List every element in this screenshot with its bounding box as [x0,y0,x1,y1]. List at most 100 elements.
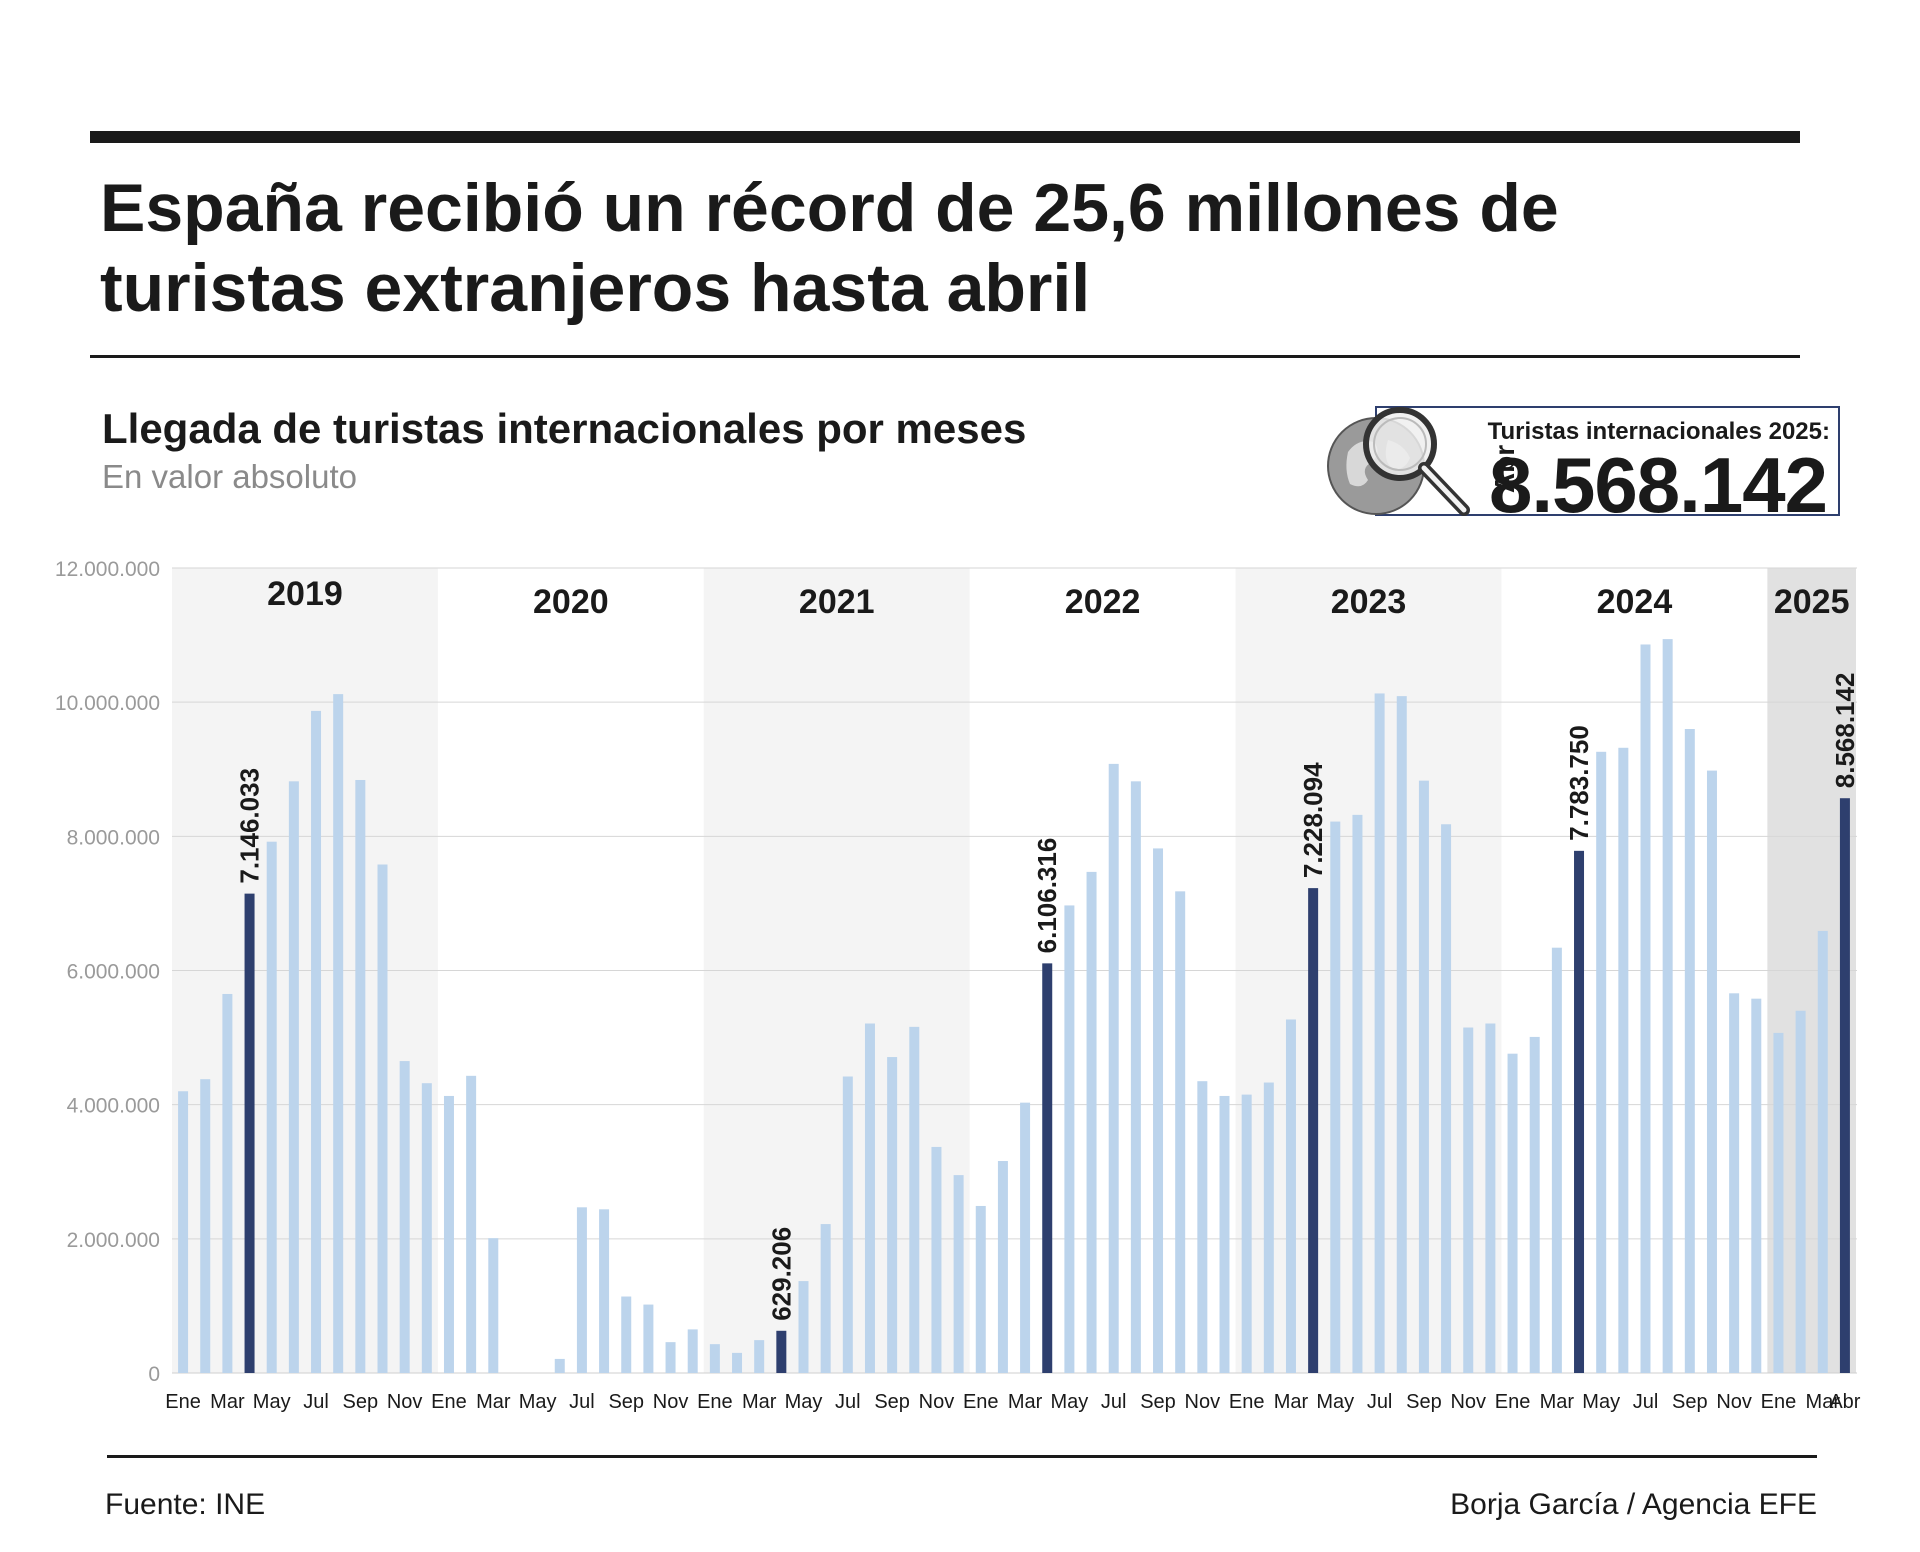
bar-highlight [776,1330,787,1373]
callout-value: 8.568.142 [1488,441,1828,529]
magnifier-globe-icon [1327,407,1470,516]
bar [466,1075,477,1373]
bar-value-label: 7.783.750 [1564,725,1594,841]
bar [953,1175,964,1373]
bar [1020,1102,1031,1373]
x-tick-label: May [785,1391,823,1413]
bar [1817,930,1828,1373]
x-tick-label: Sep [1672,1391,1708,1413]
x-tick-label: Jul [1101,1391,1127,1413]
x-tick-label: Abr [1829,1391,1860,1413]
x-tick-label: May [253,1391,291,1413]
x-tick-label: Ene [697,1391,733,1413]
bar [864,1023,875,1373]
bar [443,1095,454,1373]
bar [1086,871,1097,1373]
source-note: Fuente: INE [105,1488,266,1521]
bar-value-label: 7.228.094 [1298,762,1328,878]
bar [377,864,388,1373]
bar [732,1352,743,1373]
bar [1751,998,1762,1373]
bar [1219,1095,1230,1373]
y-tick-label: 6.000.000 [67,961,160,984]
bar [1618,747,1629,1373]
x-tick-label: Mar [1806,1391,1841,1413]
bar [754,1340,765,1373]
x-tick-label: Nov [1450,1391,1486,1413]
y-tick-label: 4.000.000 [67,1095,160,1118]
x-tick-label: Mar [1274,1391,1309,1413]
bar [1285,1019,1296,1373]
bar [1241,1094,1252,1373]
bar [842,1076,853,1373]
bar [1485,1023,1496,1373]
bar [421,1083,432,1373]
bar [1175,891,1186,1373]
bottom-rule [107,1455,1817,1458]
year-label-2020: 2020 [533,583,609,621]
bar [1684,729,1695,1373]
x-tick-label: Ene [1495,1391,1531,1413]
y-tick-label: 2.000.000 [67,1229,160,1252]
bar [178,1091,189,1373]
bar [975,1205,986,1373]
bar [355,779,366,1373]
x-tick-label: Jul [835,1391,861,1413]
bar [222,993,233,1373]
x-tick-label: Mar [742,1391,777,1413]
x-tick-label: May [1316,1391,1354,1413]
bar [200,1079,211,1373]
bar-value-label: 6.106.316 [1032,838,1062,954]
x-tick-label: Nov [1185,1391,1221,1413]
page-title: España recibió un récord de 25,6 millone… [100,170,1559,326]
bar [599,1209,610,1373]
bar-highlight [244,893,255,1373]
bar [1463,1027,1474,1373]
bar [1374,693,1385,1373]
bar-value-label: 7.146.033 [235,768,265,884]
x-tick-label: Ene [431,1391,467,1413]
y-tick-label: 12.000.000 [55,558,160,581]
bar [687,1329,698,1373]
x-tick-label: Ene [165,1391,201,1413]
chart-subtitle: Llegada de turistas internacionales por … [102,405,1027,452]
year-label-2024: 2024 [1597,583,1673,621]
bar [1551,947,1562,1373]
bar-highlight [1574,850,1585,1373]
bar [997,1161,1008,1373]
bar [488,1238,499,1373]
bar [576,1207,587,1373]
x-tick-label: Nov [387,1391,423,1413]
x-tick-label: Sep [874,1391,910,1413]
bar [1507,1053,1518,1373]
x-tick-label: Nov [653,1391,689,1413]
bar [333,694,344,1373]
y-tick-label: 8.000.000 [67,826,160,849]
bar [1197,1081,1208,1373]
bar [621,1296,632,1373]
bar [1330,821,1341,1373]
bar [1396,696,1407,1373]
bar [288,781,299,1373]
bar [1263,1082,1274,1373]
x-tick-label: Sep [1406,1391,1442,1413]
x-tick-label: Mar [210,1391,245,1413]
bar [266,841,277,1373]
bar [1640,644,1651,1373]
x-tick-label: Nov [919,1391,955,1413]
x-tick-label: Jul [1367,1391,1393,1413]
year-label-2021: 2021 [799,583,875,621]
bar [820,1224,831,1373]
x-tick-label: Nov [1716,1391,1752,1413]
x-tick-label: Jul [1633,1391,1659,1413]
bar [399,1061,410,1373]
y-tick-label: 10.000.000 [55,692,160,715]
x-tick-label: Ene [1229,1391,1265,1413]
x-tick-label: Sep [343,1391,379,1413]
bar-highlight [1308,888,1319,1373]
x-tick-label: Mar [1008,1391,1043,1413]
top-rule [90,131,1800,143]
x-tick-label: Jul [569,1391,595,1413]
title-rule [90,355,1800,358]
bar [1441,824,1452,1373]
